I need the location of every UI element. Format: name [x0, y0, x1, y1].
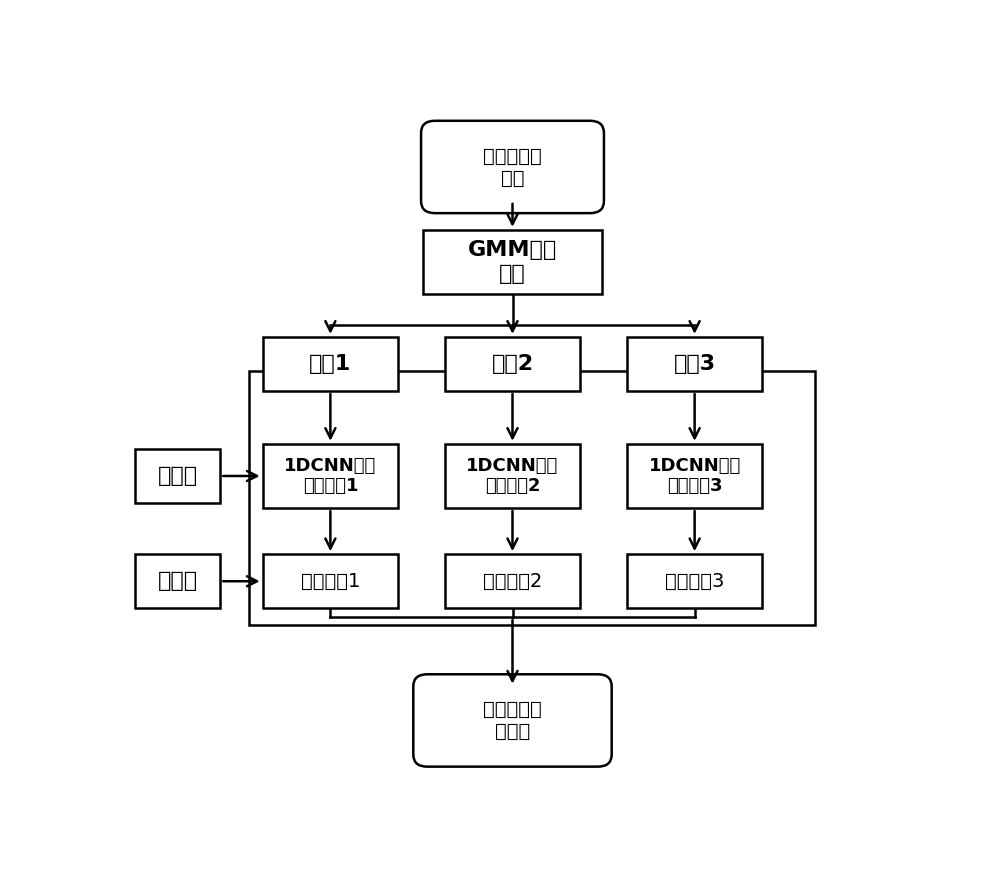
Bar — [263, 444, 398, 508]
Bar — [263, 554, 398, 609]
Text: 1DCNN故障
诊断模型1: 1DCNN故障 诊断模型1 — [284, 457, 376, 496]
Text: 故障分类1: 故障分类1 — [301, 572, 360, 591]
Text: 工况3: 工况3 — [674, 354, 716, 374]
Bar — [627, 337, 762, 391]
Text: 1DCNN故障
诊断模型2: 1DCNN故障 诊断模型2 — [466, 457, 559, 496]
FancyBboxPatch shape — [421, 121, 604, 213]
Bar — [135, 449, 220, 503]
Text: 测试集: 测试集 — [158, 572, 198, 591]
Bar — [445, 337, 580, 391]
Bar — [135, 554, 220, 609]
Text: 故障分类3: 故障分类3 — [665, 572, 724, 591]
Bar — [445, 444, 580, 508]
Bar — [627, 444, 762, 508]
Bar — [423, 230, 602, 295]
Text: 工况2: 工况2 — [491, 354, 534, 374]
Text: 传感器采集
信号: 传感器采集 信号 — [483, 146, 542, 188]
Text: 1DCNN故障
诊断模型3: 1DCNN故障 诊断模型3 — [648, 457, 741, 496]
FancyBboxPatch shape — [413, 674, 612, 766]
Bar — [249, 370, 815, 625]
Bar — [263, 337, 398, 391]
Text: GMM工况
辨识: GMM工况 辨识 — [468, 241, 557, 284]
Text: 故障分类2: 故障分类2 — [483, 572, 542, 591]
Text: 训练集: 训练集 — [158, 466, 198, 486]
Bar — [445, 554, 580, 609]
Bar — [627, 554, 762, 609]
Text: 故障诊断情
况输出: 故障诊断情 况输出 — [483, 700, 542, 741]
Text: 工况1: 工况1 — [309, 354, 352, 374]
